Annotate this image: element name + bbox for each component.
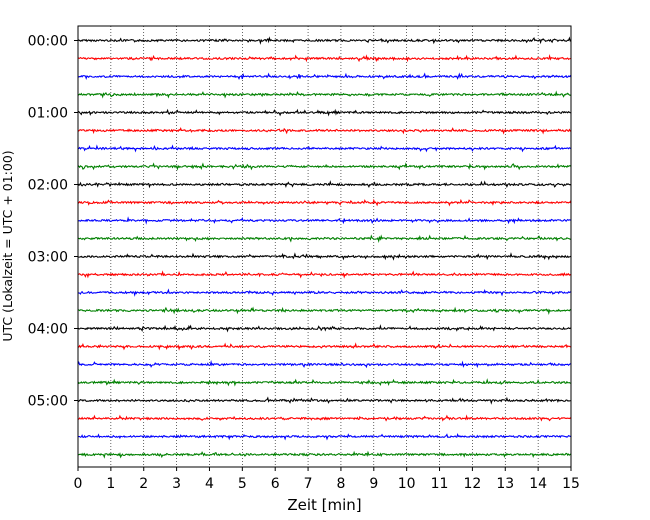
trace-0445 (77, 378, 572, 387)
trace-0100 (77, 108, 572, 117)
x-tick-label: 6 (271, 476, 280, 492)
trace-0145 (77, 162, 572, 171)
trace-0000 (77, 36, 572, 45)
trace-0200 (77, 180, 572, 189)
x-tick-label: 8 (336, 476, 345, 492)
trace-0230 (77, 216, 572, 225)
trace-0515 (77, 414, 572, 422)
trace-0300 (77, 252, 572, 261)
trace-0400 (77, 324, 572, 333)
y-tick-label: 03:00 (28, 250, 68, 266)
y-tick-label: 05:00 (28, 394, 68, 410)
x-tick-label: 9 (369, 476, 378, 492)
trace-0015 (77, 53, 572, 63)
trace-0315 (77, 270, 572, 279)
trace-0545 (77, 450, 572, 459)
x-tick-label: 2 (139, 476, 148, 492)
traces (77, 36, 572, 459)
x-tick-label: 5 (238, 476, 247, 492)
trace-0215 (77, 198, 572, 207)
trace-0115 (77, 127, 572, 135)
trace-0245 (77, 234, 572, 243)
trace-0500 (77, 396, 572, 405)
x-tick-label: 10 (398, 476, 416, 492)
x-tick-label: 7 (304, 476, 313, 492)
trace-0530 (77, 433, 572, 441)
x-tick-label: 11 (431, 476, 449, 492)
trace-0345 (77, 306, 572, 315)
trace-0330 (77, 288, 572, 297)
x-tick-label: 4 (205, 476, 214, 492)
trace-0130 (77, 144, 572, 153)
x-tick-label: 3 (172, 476, 181, 492)
trace-0045 (77, 90, 572, 99)
x-tick-label: 14 (529, 476, 547, 492)
x-tick-label: 0 (74, 476, 83, 492)
x-tick-label: 13 (496, 476, 514, 492)
y-tick-label: 00:00 (28, 34, 68, 50)
x-tick-label: 1 (106, 476, 115, 492)
y-tick-label: 01:00 (28, 106, 68, 122)
y-tick-label: 04:00 (28, 322, 68, 338)
trace-0415 (77, 342, 572, 351)
trace-0430 (77, 359, 572, 369)
x-axis-ticks: 0 1 2 3 4 5 6 7 8 9 10 11 12 13 14 15 (74, 467, 580, 492)
trace-0030 (77, 72, 572, 80)
y-axis-ticks: 00:00 01:00 02:00 03:00 04:00 05:00 (28, 34, 78, 410)
x-tick-label: 15 (562, 476, 580, 492)
plot-frame (77, 25, 572, 468)
x-tick-label: 12 (463, 476, 481, 492)
y-tick-label: 02:00 (28, 178, 68, 194)
y-axis-label: UTC (Lokalzeit = UTC + 01:00) (0, 150, 15, 341)
x-axis-label: Zeit [min] (287, 496, 361, 514)
